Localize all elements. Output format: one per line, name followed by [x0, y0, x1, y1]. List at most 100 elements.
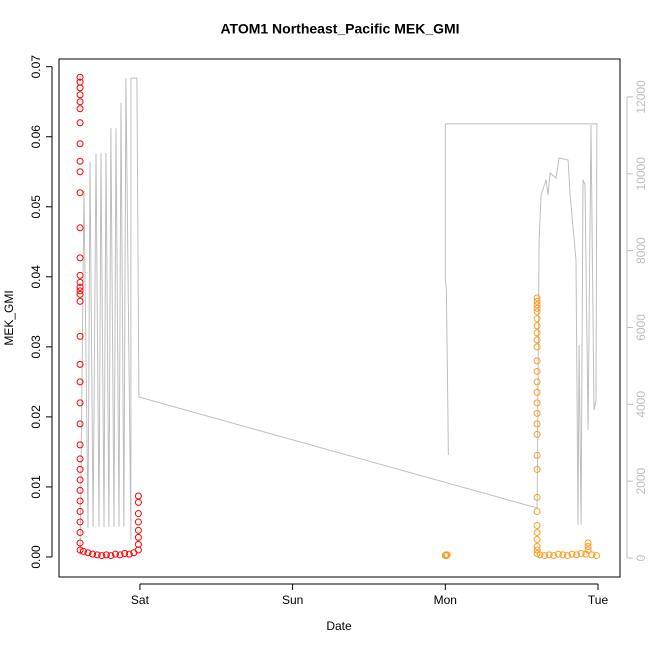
data-point — [76, 297, 84, 305]
data-point — [584, 542, 592, 550]
y2-tick-label: 0 — [634, 554, 648, 561]
y2-tick-label: 4000 — [634, 391, 648, 418]
data-point — [134, 492, 142, 500]
data-point — [134, 526, 142, 534]
data-point — [76, 476, 84, 484]
data-point — [76, 287, 84, 295]
data-point — [533, 430, 541, 438]
data-point — [76, 360, 84, 368]
data-point — [533, 294, 541, 302]
data-point — [125, 550, 133, 558]
data-point — [121, 549, 129, 557]
data-point — [76, 441, 84, 449]
data-point — [76, 73, 84, 81]
data-point — [76, 465, 84, 473]
data-point — [533, 308, 541, 316]
data-point — [533, 297, 541, 305]
y-tick-label: 0.04 — [29, 265, 43, 289]
data-point — [102, 551, 110, 559]
data-point — [76, 91, 84, 99]
data-point — [545, 551, 553, 559]
data-point — [76, 119, 84, 127]
data-point — [533, 420, 541, 428]
data-point — [533, 388, 541, 396]
data-point — [79, 547, 87, 555]
data-point — [89, 550, 97, 558]
data-point — [76, 157, 84, 165]
data-point — [76, 98, 84, 106]
data-point — [588, 551, 596, 559]
data-point — [533, 343, 541, 351]
data-point — [533, 535, 541, 543]
data-point — [533, 357, 541, 365]
data-point — [533, 322, 541, 330]
data-point — [98, 552, 106, 560]
data-point — [134, 533, 142, 541]
data-point — [536, 551, 544, 559]
data-point — [568, 550, 576, 558]
y2-tick-label: 12000 — [634, 80, 648, 114]
data-point — [573, 551, 581, 559]
x-axis-label: Date — [326, 619, 352, 633]
data-point — [134, 510, 142, 518]
y-tick-label: 0.07 — [29, 55, 43, 79]
data-point — [76, 486, 84, 494]
data-point — [76, 224, 84, 232]
data-point — [550, 552, 558, 560]
data-point — [76, 105, 84, 113]
x-tick-label: Sat — [131, 593, 150, 607]
data-point — [134, 546, 142, 554]
data-point — [76, 278, 84, 286]
data-point — [76, 507, 84, 515]
data-point — [592, 552, 600, 560]
data-point — [134, 498, 142, 506]
plot-frame — [58, 58, 621, 578]
data-point — [76, 455, 84, 463]
data-point — [76, 84, 84, 92]
data-point — [533, 336, 541, 344]
data-point — [76, 332, 84, 340]
data-line — [79, 77, 598, 555]
data-point — [84, 549, 92, 557]
data-point — [533, 521, 541, 529]
data-point — [443, 551, 451, 559]
data-point — [533, 304, 541, 312]
data-point — [533, 409, 541, 417]
data-point — [134, 540, 142, 548]
chart-title: ATOM1 Northeast_Pacific MEK_GMI — [220, 21, 459, 37]
data-point — [533, 301, 541, 309]
y2-tick-label: 10000 — [634, 157, 648, 191]
data-point — [76, 140, 84, 148]
data-point — [563, 552, 571, 560]
data-point — [107, 552, 115, 560]
x-tick-label: Sun — [282, 593, 303, 607]
data-point — [76, 283, 84, 291]
y-tick-label: 0.01 — [29, 475, 43, 499]
data-point — [76, 254, 84, 262]
y-tick-label: 0.06 — [29, 125, 43, 149]
data-point — [559, 551, 567, 559]
data-point — [533, 493, 541, 501]
data-point — [443, 552, 451, 560]
data-point — [533, 542, 541, 550]
data-point — [76, 378, 84, 386]
data-point — [76, 546, 84, 554]
data-point — [76, 399, 84, 407]
data-point — [533, 378, 541, 386]
data-point — [76, 290, 84, 298]
data-point — [577, 549, 585, 557]
data-point — [116, 551, 124, 559]
data-point — [533, 367, 541, 375]
y-axis-label: MEK_GMI — [2, 290, 16, 345]
data-point — [533, 329, 541, 337]
y2-tick-label: 2000 — [634, 467, 648, 494]
data-point — [584, 539, 592, 547]
y-tick-label: 0.00 — [29, 545, 43, 569]
data-point — [134, 518, 142, 526]
data-point — [76, 518, 84, 526]
data-point — [541, 552, 549, 560]
data-point — [76, 189, 84, 197]
x-tick-label: Mon — [434, 593, 457, 607]
data-point — [76, 271, 84, 279]
